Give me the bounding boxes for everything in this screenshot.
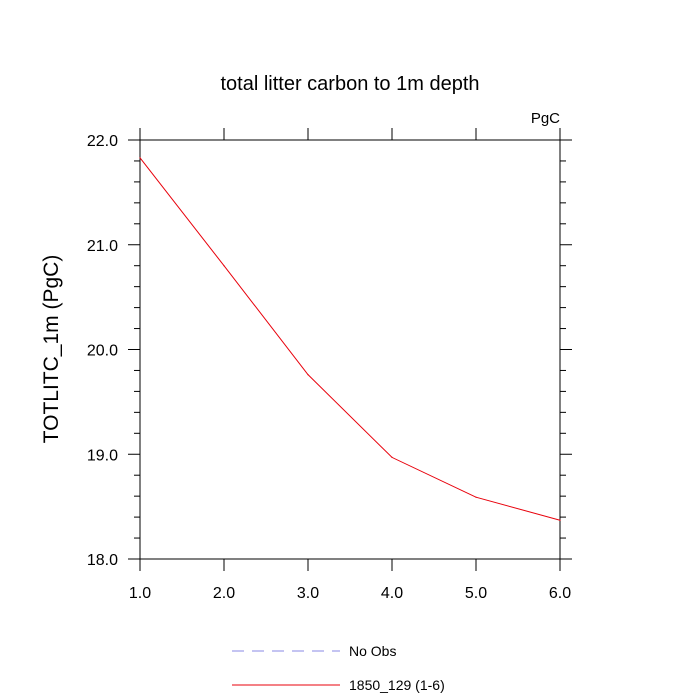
- x-tick-label: 2.0: [213, 585, 235, 602]
- data-point: [559, 519, 561, 521]
- y-tick-label: 21.0: [87, 238, 118, 255]
- data-point: [391, 456, 393, 458]
- units-label: PgC: [531, 110, 560, 127]
- y-tick-label: 18.0: [87, 552, 118, 569]
- y-tick-label: 22.0: [87, 133, 118, 150]
- legend: No Obs 1850_129 (1-6): [232, 643, 445, 693]
- data-point: [307, 374, 309, 376]
- data-point: [139, 157, 141, 159]
- y-axis-label: TOTLITC_1m (PgC): [40, 255, 63, 444]
- legend-label-no-obs: No Obs: [349, 643, 396, 659]
- legend-label-1850-129: 1850_129 (1-6): [349, 677, 445, 693]
- data-point: [223, 265, 225, 267]
- data-point: [475, 496, 477, 498]
- x-tick-label: 3.0: [297, 585, 319, 602]
- series-line: [139, 157, 561, 521]
- y-tick-label: 19.0: [87, 447, 118, 464]
- y-tick-label: 20.0: [87, 343, 118, 360]
- chart-title: total litter carbon to 1m depth: [220, 73, 479, 95]
- plot-frame: [139, 139, 561, 560]
- tick-labels: 1.0 2.0 3.0 4.0 5.0 6.0 18.0 19.0 20.0 21.0 22.0: [87, 133, 571, 602]
- x-tick-label: 1.0: [129, 585, 151, 602]
- x-tick-label: 4.0: [381, 585, 403, 602]
- axis-ticks: [128, 128, 572, 571]
- x-tick-label: 6.0: [549, 585, 571, 602]
- x-tick-label: 5.0: [465, 585, 487, 602]
- series-lines: [139, 157, 561, 521]
